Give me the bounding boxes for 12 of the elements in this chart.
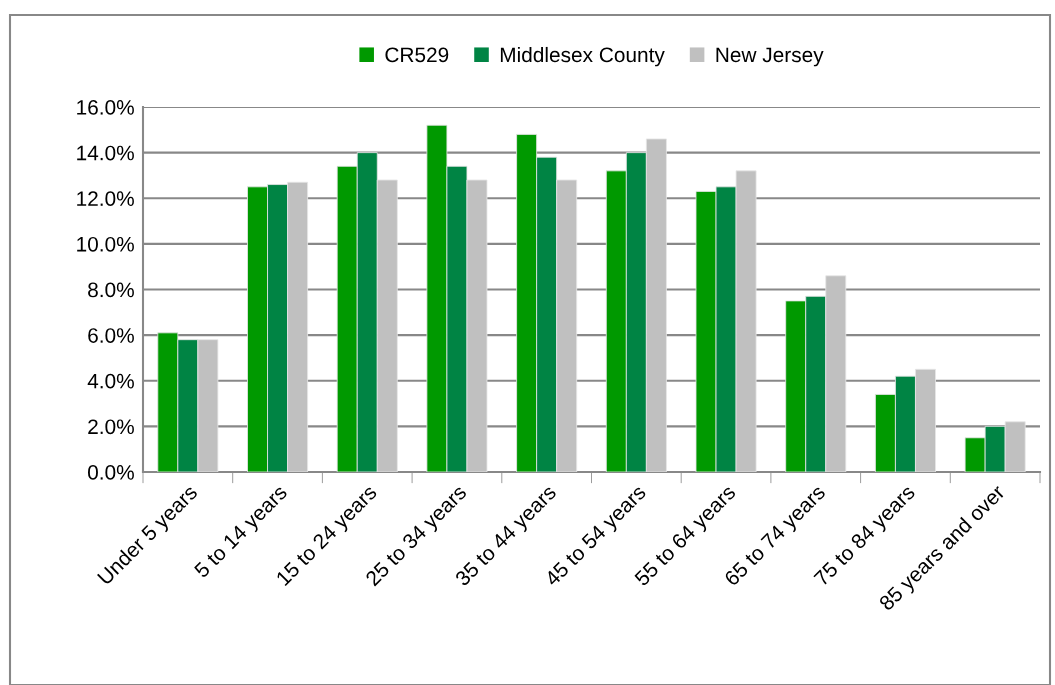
legend-label: Middlesex County <box>500 46 665 67</box>
y-tick-label: 8.0% <box>88 282 134 298</box>
y-tick-label: 14.0% <box>77 145 134 161</box>
legend-label: New Jersey <box>716 47 824 67</box>
y-tick-label: 4.0% <box>87 373 134 389</box>
y-tick-label: 6.0% <box>88 328 134 343</box>
y-tick-label: 2.0% <box>88 419 134 435</box>
y-tick-label: 10.0% <box>77 236 134 252</box>
y-tick-label: 0.0% <box>88 465 134 480</box>
y-tick-label: 16.0% <box>77 100 134 115</box>
legend-label: CR529 <box>385 47 449 63</box>
y-tick-label: 12.0% <box>77 191 134 206</box>
